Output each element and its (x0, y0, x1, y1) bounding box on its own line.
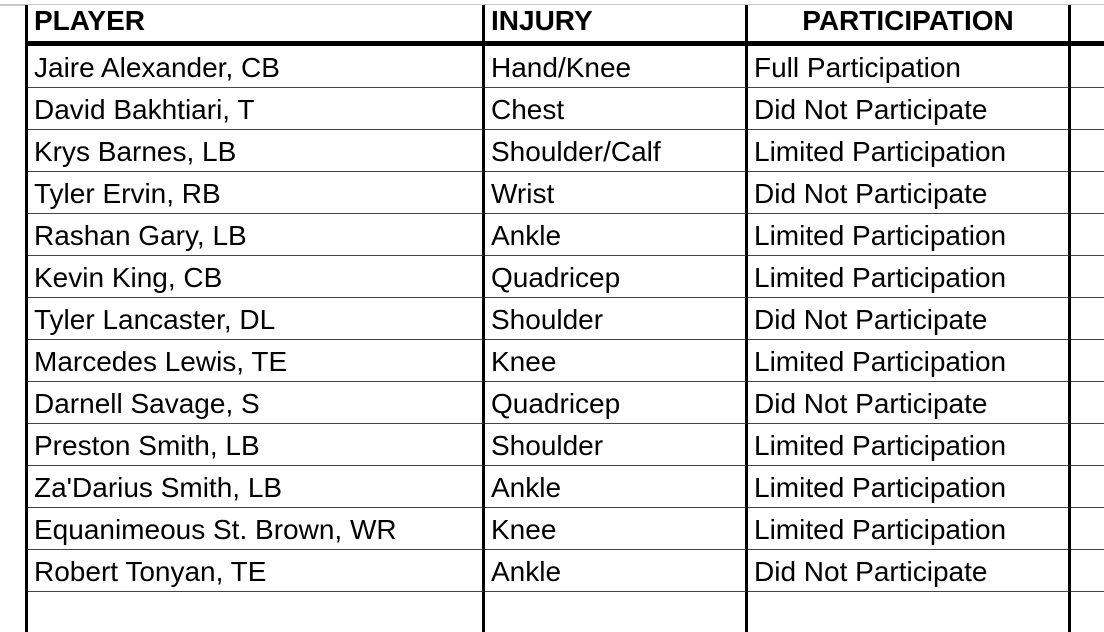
cell-player: Darnell Savage, S (28, 382, 485, 424)
cell-injury: Shoulder (485, 424, 748, 466)
cell-extra (1071, 214, 1104, 256)
cell-player: Rashan Gary, LB (28, 214, 485, 256)
column-header-extra (1071, 5, 1104, 46)
cell-participation: Did Not Participate (748, 550, 1071, 592)
cell-injury-empty (485, 592, 748, 632)
cell-participation: Did Not Participate (748, 172, 1071, 214)
cell-player: Krys Barnes, LB (28, 130, 485, 172)
cell-participation: Full Participation (748, 46, 1071, 88)
cell-player: Equanimeous St. Brown, WR (28, 508, 485, 550)
cell-player-empty (28, 592, 485, 632)
cell-participation: Did Not Participate (748, 382, 1071, 424)
cell-injury: Knee (485, 508, 748, 550)
cell-extra (1071, 550, 1104, 592)
cell-player: Kevin King, CB (28, 256, 485, 298)
cell-extra (1071, 466, 1104, 508)
cell-player: Marcedes Lewis, TE (28, 340, 485, 382)
cell-injury: Shoulder/Calf (485, 130, 748, 172)
cell-player: Robert Tonyan, TE (28, 550, 485, 592)
cell-injury: Chest (485, 88, 748, 130)
cell-participation: Limited Participation (748, 508, 1071, 550)
cell-extra (1071, 88, 1104, 130)
cell-participation: Limited Participation (748, 256, 1071, 298)
cell-injury: Quadricep (485, 256, 748, 298)
cell-player: Jaire Alexander, CB (28, 46, 485, 88)
cell-injury: Quadricep (485, 382, 748, 424)
cell-participation: Did Not Participate (748, 298, 1071, 340)
cell-participation: Limited Participation (748, 214, 1071, 256)
column-header-participation: PARTICIPATION (748, 5, 1071, 46)
cell-injury: Ankle (485, 550, 748, 592)
cell-extra (1071, 46, 1104, 88)
cell-extra (1071, 424, 1104, 466)
cell-participation: Limited Participation (748, 130, 1071, 172)
cell-participation: Limited Participation (748, 340, 1071, 382)
cell-extra (1071, 508, 1104, 550)
cell-injury: Hand/Knee (485, 46, 748, 88)
cell-extra (1071, 256, 1104, 298)
cell-player: Tyler Ervin, RB (28, 172, 485, 214)
cell-player: Preston Smith, LB (28, 424, 485, 466)
cell-injury: Ankle (485, 466, 748, 508)
column-header-player: PLAYER (28, 5, 485, 46)
cell-injury: Knee (485, 340, 748, 382)
cell-extra (1071, 172, 1104, 214)
cell-extra (1071, 298, 1104, 340)
cell-participation: Did Not Participate (748, 88, 1071, 130)
cell-extra (1071, 382, 1104, 424)
cell-injury: Wrist (485, 172, 748, 214)
cell-injury: Shoulder (485, 298, 748, 340)
column-header-injury: INJURY (485, 5, 748, 46)
cell-participation-empty (748, 592, 1071, 632)
cell-injury: Ankle (485, 214, 748, 256)
injury-report-table: PLAYER INJURY PARTICIPATION Jaire Alexan… (25, 5, 1104, 632)
cell-participation: Limited Participation (748, 424, 1071, 466)
cell-participation: Limited Participation (748, 466, 1071, 508)
cell-extra (1071, 130, 1104, 172)
cell-extra (1071, 340, 1104, 382)
cell-player: Za'Darius Smith, LB (28, 466, 485, 508)
cell-player: David Bakhtiari, T (28, 88, 485, 130)
cell-player: Tyler Lancaster, DL (28, 298, 485, 340)
cell-extra-empty (1071, 592, 1104, 632)
